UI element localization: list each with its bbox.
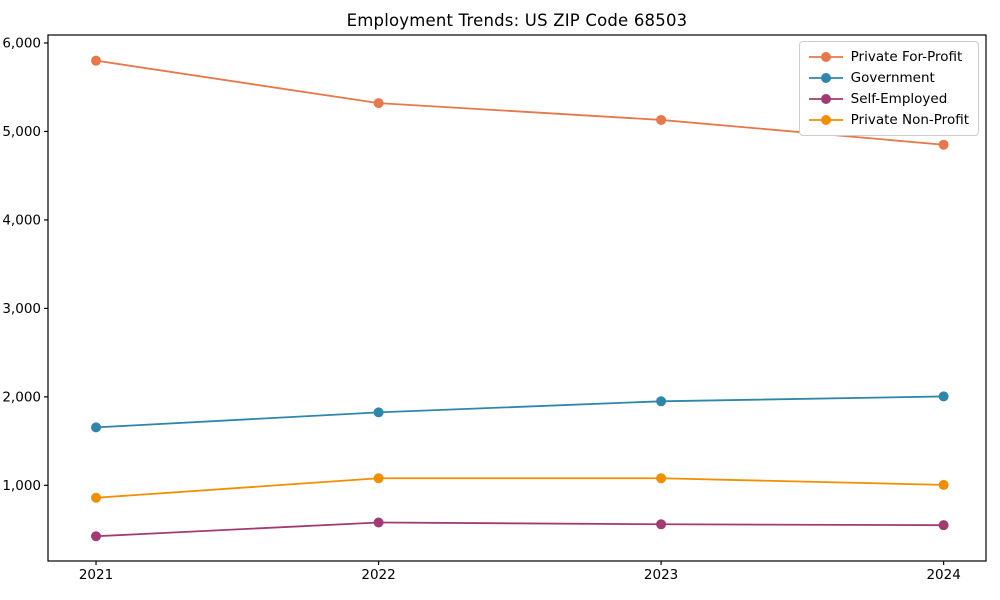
legend-marker-icon (808, 73, 843, 83)
legend-item: Government (808, 69, 969, 87)
x-tick-label: 2023 (644, 567, 678, 583)
legend-label: Private For-Profit (850, 49, 963, 65)
y-tick-label: 3,000 (2, 301, 41, 317)
data-point (656, 396, 667, 407)
y-tick-label: 5,000 (2, 124, 41, 140)
data-point (938, 520, 949, 531)
data-point (91, 531, 102, 542)
y-tick-label: 1,000 (2, 478, 41, 494)
y-tick-label: 6,000 (2, 36, 41, 52)
data-point (91, 55, 102, 66)
legend-item: Private Non-Profit (808, 111, 969, 129)
data-point (938, 391, 949, 402)
data-point (373, 407, 384, 418)
series-line (95, 521, 944, 538)
legend-marker-icon (808, 115, 843, 125)
y-tick-label: 4,000 (2, 213, 41, 229)
data-point (656, 473, 667, 484)
series-line (95, 477, 944, 499)
legend-item: Private For-Profit (808, 48, 969, 66)
data-point (373, 98, 384, 109)
legend-marker-icon (808, 52, 843, 62)
data-point (373, 473, 384, 484)
data-point (91, 492, 102, 503)
data-point (938, 479, 949, 490)
chart-title: Employment Trends: US ZIP Code 68503 (346, 11, 688, 30)
legend-marker-icon (808, 94, 843, 104)
y-tick-label: 2,000 (2, 390, 41, 406)
series-line (95, 395, 944, 429)
legend-label: Self-Employed (850, 91, 948, 107)
data-point (656, 519, 667, 530)
data-point (91, 422, 102, 433)
legend-label: Private Non-Profit (850, 112, 969, 128)
legend-item: Self-Employed (808, 90, 969, 108)
legend: Private For-Profit Government Self-Employe… (798, 41, 979, 136)
legend-label: Government (850, 70, 935, 86)
plot-frame (47, 34, 987, 562)
data-point (656, 114, 667, 125)
x-tick-label: 2022 (361, 567, 395, 583)
x-tick-label: 2024 (926, 567, 960, 583)
data-point (373, 517, 384, 528)
x-tick-label: 2021 (79, 567, 113, 583)
data-point (938, 139, 949, 150)
